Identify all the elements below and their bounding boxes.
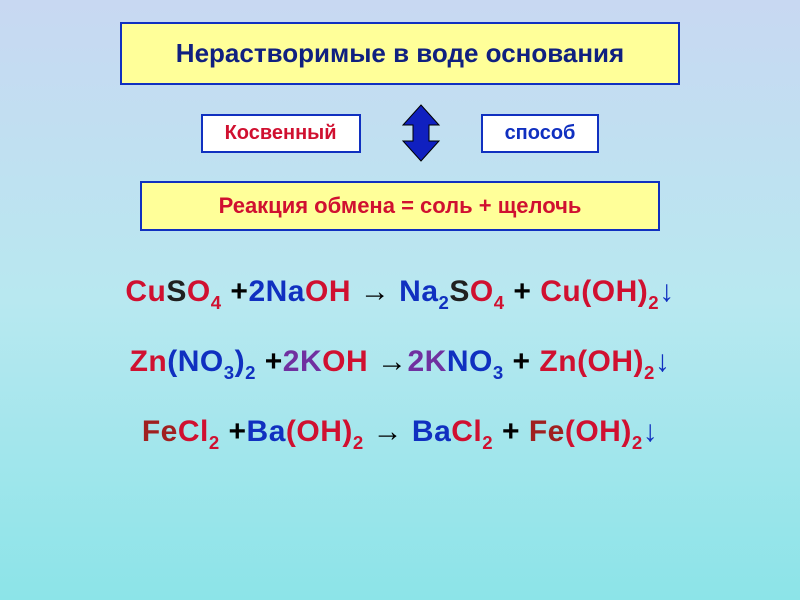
row-labels-arrow: Косвенный способ xyxy=(30,103,770,163)
f: NO xyxy=(447,345,493,378)
f: Fe xyxy=(529,415,565,448)
f: Cl xyxy=(451,415,482,448)
arrow-shape xyxy=(403,105,439,161)
f: Zn xyxy=(539,345,577,378)
f: (OH) xyxy=(286,415,353,448)
f: + xyxy=(493,415,529,448)
f: + xyxy=(222,275,249,308)
f: 2Na xyxy=(248,275,305,308)
f: Fe xyxy=(142,415,178,448)
down-arrow-icon: ↓ xyxy=(643,415,659,448)
f: ( xyxy=(581,275,592,308)
equation-3: FeCl2 +Ba(OH)2 → BaCl2 + Fe(OH)2↓ xyxy=(142,415,658,453)
f: S xyxy=(166,275,187,308)
f: Zn xyxy=(130,345,168,378)
f: 2 xyxy=(353,432,364,453)
down-arrow-icon: ↓ xyxy=(655,345,671,378)
f: Cl xyxy=(178,415,209,448)
f: ) xyxy=(235,345,246,378)
f: OH xyxy=(592,275,638,308)
f: ) xyxy=(638,275,649,308)
f: 4 xyxy=(494,292,505,313)
equation-2: Zn(NO3)2 +2KOH →2KNO3 + Zn(OH)2↓ xyxy=(130,345,671,383)
down-arrow-icon: ↓ xyxy=(659,275,675,308)
f: OH xyxy=(322,345,368,378)
f: → xyxy=(351,275,399,308)
f: (OH) xyxy=(577,345,644,378)
f: → xyxy=(364,415,412,448)
title-box: Нерастворимые в воде основания xyxy=(120,22,680,85)
equation-1: CuSO4 +2NaOH → Na2SO4 + Cu(OH)2↓ xyxy=(125,275,674,313)
f: Ba xyxy=(247,415,286,448)
f: 2 xyxy=(644,362,655,383)
f: + xyxy=(256,345,283,378)
f: + xyxy=(505,275,541,308)
f: (NO xyxy=(167,345,224,378)
f: 2 xyxy=(209,432,220,453)
f: (OH) xyxy=(565,415,632,448)
f: 2 xyxy=(632,432,643,453)
left-label-box: Косвенный xyxy=(201,114,361,153)
f: 2 xyxy=(648,292,659,313)
f: S xyxy=(449,275,470,308)
f: + xyxy=(220,415,247,448)
f: 3 xyxy=(224,362,235,383)
f: Cu xyxy=(125,275,166,308)
f: 2 xyxy=(482,432,493,453)
f: 2 xyxy=(245,362,256,383)
f: 3 xyxy=(493,362,504,383)
f: O xyxy=(187,275,211,308)
f: 2K xyxy=(283,345,322,378)
f: 2K xyxy=(408,345,447,378)
f: 2 xyxy=(439,292,450,313)
formula-box: Реакция обмена = соль + щелочь xyxy=(140,181,660,231)
slide-content: Нерастворимые в воде основания Косвенный… xyxy=(0,0,800,600)
double-arrow-icon xyxy=(391,103,451,163)
f: OH xyxy=(305,275,351,308)
right-label-box: способ xyxy=(481,114,600,153)
f: → xyxy=(368,345,407,378)
f: 4 xyxy=(211,292,222,313)
f: Ba xyxy=(412,415,451,448)
f: O xyxy=(470,275,494,308)
equations: CuSO4 +2NaOH → Na2SO4 + Cu(OH)2↓ Zn(NO3)… xyxy=(30,275,770,453)
f: Na xyxy=(399,275,438,308)
f: Cu xyxy=(540,275,581,308)
f: + xyxy=(504,345,540,378)
